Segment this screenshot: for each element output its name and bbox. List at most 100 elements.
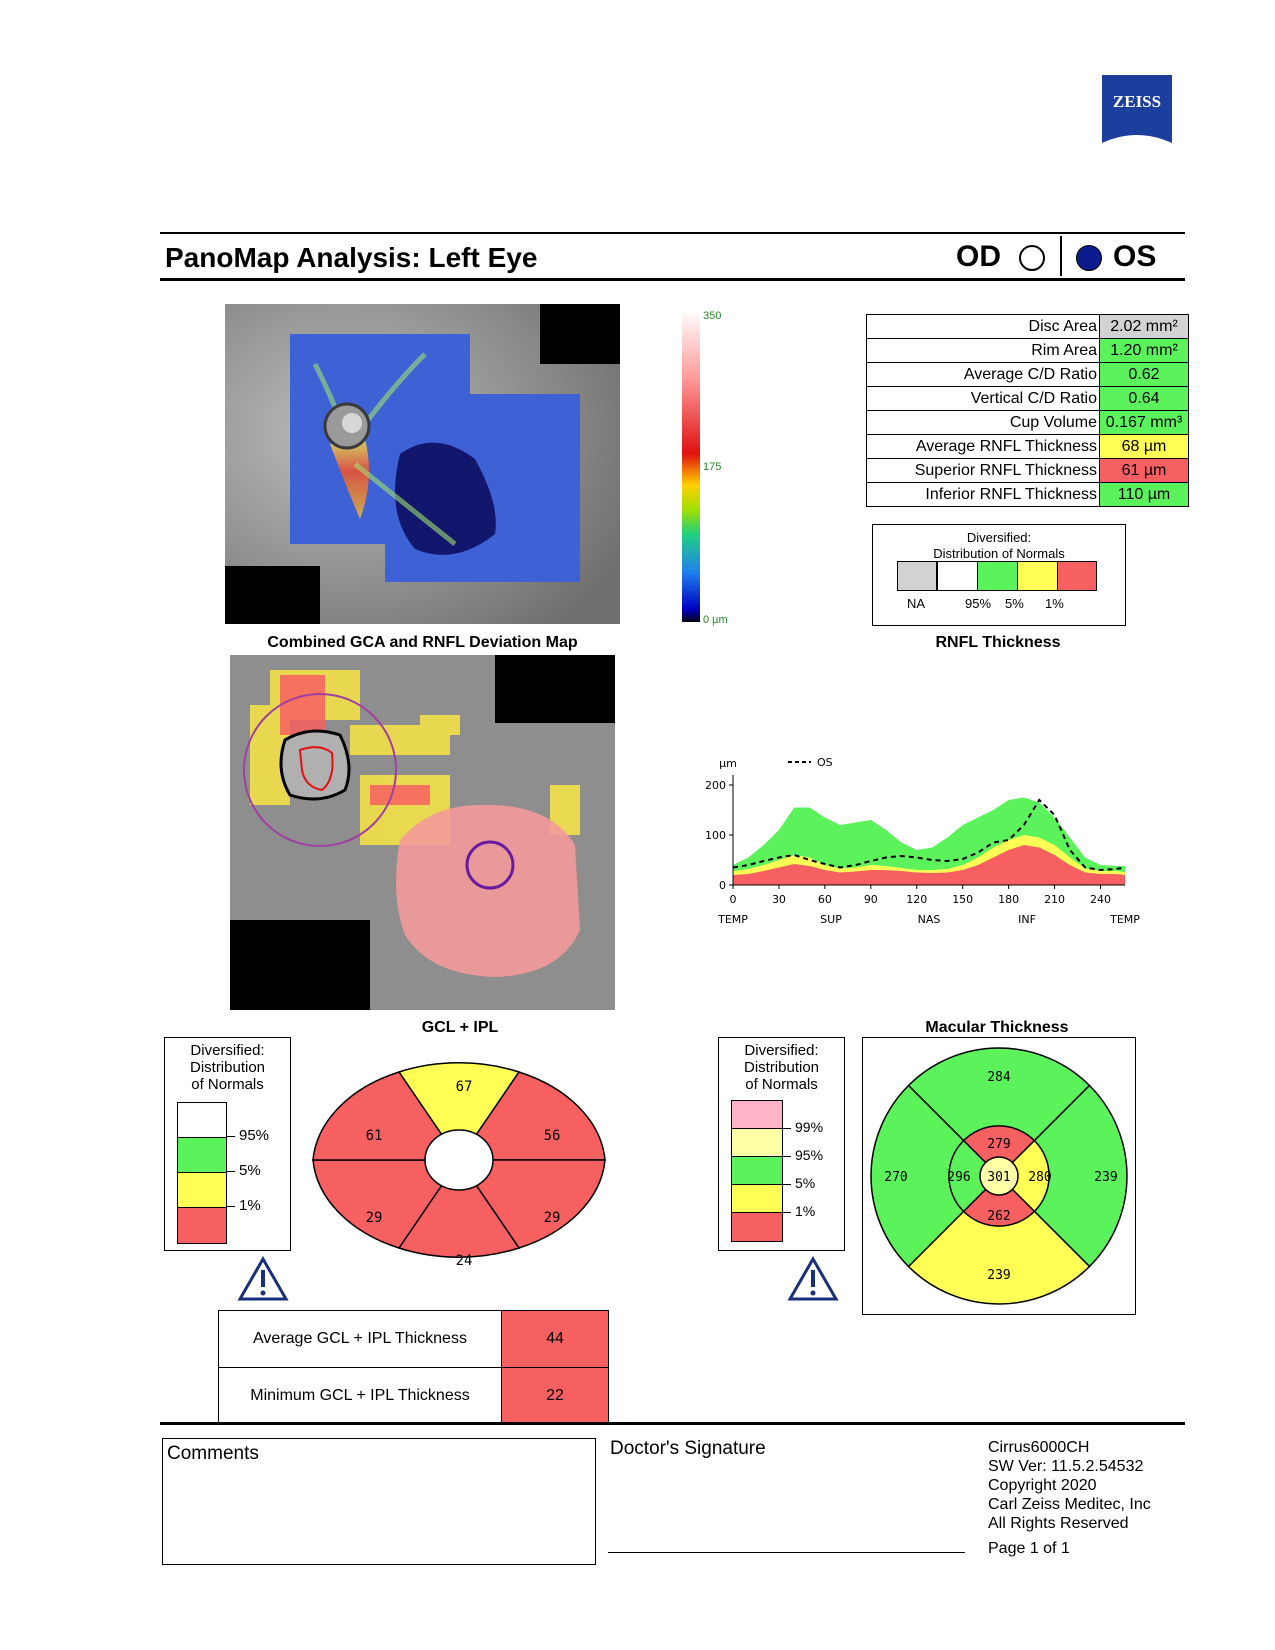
legend-label-na: NA <box>907 596 926 611</box>
region-label: TEMP <box>717 913 748 925</box>
scale-min-label: 0 µm <box>703 614 728 626</box>
mac-value-outer-temporal: 270 <box>884 1170 907 1185</box>
y-tick-label: 100 <box>705 829 726 842</box>
legend-swatch-green <box>977 561 1019 591</box>
macular-legend: Diversified: Distribution of Normals 99%… <box>718 1037 845 1251</box>
mac-value-outer-inferior: 239 <box>987 1268 1010 1283</box>
legend-swatch-yellow <box>1017 561 1059 591</box>
page-title: PanoMap Analysis: Left Eye <box>165 242 538 273</box>
mac-outer-inferior <box>907 1174 1091 1305</box>
gcl-swatch-green <box>177 1137 227 1174</box>
comments-box[interactable]: Comments <box>162 1438 596 1565</box>
mac-outer-nasal <box>997 1084 1128 1268</box>
mac-swatch-green <box>731 1156 783 1186</box>
signature-line[interactable] <box>608 1552 965 1553</box>
x-tick-label: 120 <box>906 893 927 906</box>
avg-gcl-label: Average GCL + IPL Thickness <box>218 1310 502 1368</box>
region-label: TEMP <box>1109 913 1140 925</box>
deviation-map-caption: Combined GCA and RNFL Deviation Map <box>267 634 578 651</box>
metric-label: Average RNFL Thickness <box>866 434 1100 459</box>
gcl-sector-top <box>397 1062 521 1162</box>
metric-value: 0.64 <box>1099 386 1189 411</box>
band-1 <box>733 845 1125 885</box>
gcl-value-lower-right: 29 <box>544 1210 561 1226</box>
gcl-legend-label-1: 1% <box>239 1197 261 1214</box>
gcl-sector-bottom <box>397 1158 521 1258</box>
gcl-sector-upper-left <box>312 1071 461 1161</box>
metric-label: Disc Area <box>866 314 1100 339</box>
mac-swatch-red <box>731 1212 783 1242</box>
legend-swatch-white <box>937 561 979 591</box>
metric-value: 110 µm <box>1099 482 1189 507</box>
metric-label: Cup Volume <box>866 410 1100 435</box>
gcl-warning-icon <box>237 1255 289 1307</box>
gcl-legend-label-5: 5% <box>239 1162 261 1179</box>
mac-legend-label-95: 95% <box>795 1147 824 1163</box>
mac-inner-nasal <box>997 1139 1050 1213</box>
company: Carl Zeiss Meditec, Inc <box>988 1496 1151 1513</box>
mac-inner-temporal <box>948 1139 1001 1213</box>
gcl-sector-map: 67 56 29 24 29 61 <box>312 1055 606 1269</box>
mac-legend-title-3: of Normals <box>745 1076 818 1093</box>
table-row: Minimum GCL + IPL Thickness 22 <box>218 1367 609 1425</box>
gcl-value-upper-left: 61 <box>366 1128 383 1144</box>
legend-label-5: 5% <box>1005 596 1024 611</box>
metric-value: 1.20 mm² <box>1099 338 1189 363</box>
scale-mid-label: 175 <box>703 461 722 473</box>
gcl-swatch-yellow <box>177 1172 227 1209</box>
table-row: Disc Area 2.02 mm² <box>866 314 1189 339</box>
legend-swatch-na <box>897 561 937 591</box>
min-gcl-value: 22 <box>501 1367 609 1425</box>
device-info: Cirrus6000CH SW Ver: 11.5.2.54532 Copyri… <box>988 1438 1151 1558</box>
legend-label-1: 1% <box>1045 596 1064 611</box>
scale-max-label: 350 <box>703 310 722 322</box>
table-row: Superior RNFL Thickness 61 µm <box>866 458 1189 483</box>
gcl-ipl-deviation-image <box>230 655 615 1010</box>
mac-value-inner-nasal: 280 <box>1028 1170 1051 1185</box>
metric-value: 2.02 mm² <box>1099 314 1189 339</box>
table-row: Rim Area 1.20 mm² <box>866 338 1189 363</box>
gcl-thickness-table: Average GCL + IPL Thickness 44 Minimum G… <box>218 1310 609 1425</box>
rnfl-caption: RNFL Thickness <box>935 634 1061 651</box>
avg-gcl-value: 44 <box>501 1310 609 1368</box>
mac-center <box>979 1156 1019 1196</box>
legend-swatch-red <box>1057 561 1097 591</box>
metric-value: 0.167 mm³ <box>1099 410 1189 435</box>
rnfl-legend: Diversified: Distribution of Normals NA … <box>872 524 1126 626</box>
metric-label: Rim Area <box>866 338 1100 363</box>
gcl-swatch-red <box>177 1207 227 1244</box>
thickness-scale-bar <box>682 310 700 622</box>
table-row: Cup Volume 0.167 mm³ <box>866 410 1189 435</box>
metric-value: 0.62 <box>1099 362 1189 387</box>
tsnit-svg: 0 100 200 0 30 60 90 120 150 180 210 240 TEMP SUP NAS I… <box>705 756 1140 926</box>
x-tick-label: 90 <box>864 893 878 906</box>
gcl-legend-title-2: Distribution <box>189 1059 266 1076</box>
x-tick-label: 210 <box>1044 893 1065 906</box>
y-tick-label: 200 <box>705 779 726 792</box>
region-label: INF <box>1018 913 1036 925</box>
gcl-legend-title-3: of Normals <box>191 1076 264 1093</box>
mac-value-inner-temporal: 296 <box>947 1170 970 1185</box>
mac-swatch-pink <box>731 1100 783 1130</box>
table-row: Average RNFL Thickness 68 µm <box>866 434 1189 459</box>
mac-legend-label-1: 1% <box>795 1203 816 1219</box>
comments-label: Comments <box>167 1443 259 1464</box>
y-tick-label: 0 <box>719 879 726 892</box>
table-row: Average GCL + IPL Thickness 44 <box>218 1310 609 1368</box>
gcl-legend-title-1: Diversified: <box>190 1042 265 1059</box>
page-number: Page 1 of 1 <box>988 1540 1070 1557</box>
rnfl-legend-title-2: Distribution of Normals <box>933 546 1065 561</box>
gcl-sector-upper-right <box>457 1071 606 1161</box>
region-label: NAS <box>918 913 941 925</box>
gcl-value-lower-left: 29 <box>366 1210 383 1226</box>
mac-value-inner-inferior: 262 <box>987 1209 1010 1224</box>
copyright: Copyright 2020 <box>988 1477 1097 1494</box>
header-rule-top <box>160 232 1185 234</box>
metric-value: 61 µm <box>1099 458 1189 483</box>
logo-text: ZEISS <box>1113 92 1161 111</box>
od-radio-icon <box>1019 245 1045 271</box>
metric-label: Superior RNFL Thickness <box>866 458 1100 483</box>
legend-label-95: 95% <box>965 596 992 611</box>
mac-legend-label-5: 5% <box>795 1175 816 1191</box>
os-label: OS <box>1113 240 1157 273</box>
